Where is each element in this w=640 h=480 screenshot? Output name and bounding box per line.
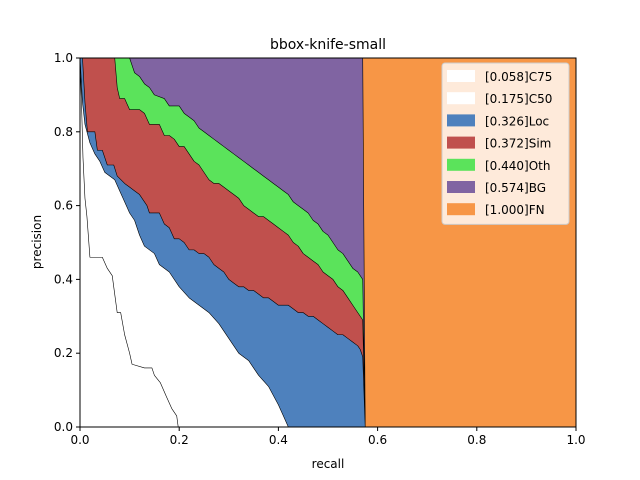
axes: 0.0 0.2 0.4 0.6 0.8 1.0 0.0 0.2 0.4 0.6 0.8 1.0 (54, 51, 586, 447)
legend: [0.058]C75 [0.175]C50 [0.326]Loc [0.372]Sim… (441, 62, 570, 225)
legend-label-bg: [0.574]BG (485, 181, 546, 195)
x-axis-label: recall (312, 457, 345, 471)
y-tick-label: 0.8 (54, 125, 73, 139)
x-tick-label: 0.4 (269, 433, 288, 447)
area-c75 (79, 57, 179, 428)
y-tick-label: 0.0 (54, 420, 73, 434)
y-axis-label: precision (30, 215, 44, 269)
legend-label-c75: [0.058]C75 (485, 70, 552, 84)
x-tick-label: 0.0 (70, 433, 89, 447)
y-tick-label: 1.0 (54, 51, 73, 65)
y-tick-label: 0.2 (54, 346, 73, 360)
legend-label-loc: [0.326]Loc (485, 114, 549, 128)
legend-label-oth: [0.440]Oth (485, 159, 550, 173)
chart-title: bbox-knife-small (270, 37, 386, 53)
x-tick-label: 1.0 (566, 433, 585, 447)
x-tick-label: 0.2 (170, 433, 189, 447)
legend-swatch-fn (447, 203, 475, 216)
x-tick-label: 0.6 (368, 433, 387, 447)
legend-swatch-c50 (447, 92, 475, 105)
legend-swatch-bg (447, 181, 475, 193)
y-tick-label: 0.4 (54, 272, 73, 286)
legend-swatch-loc (447, 114, 475, 127)
legend-label-c50: [0.175]C50 (485, 92, 552, 106)
area-c50 (79, 57, 289, 428)
x-tick-label: 0.8 (467, 433, 486, 447)
legend-swatch-oth (447, 158, 475, 171)
plot-frame (79, 57, 577, 428)
legend-label-fn: [1.000]FN (485, 203, 545, 217)
legend-swatch-sim (447, 136, 475, 149)
legend-swatch-c75 (447, 70, 475, 82)
y-tick-label: 0.6 (54, 199, 73, 213)
legend-label-sim: [0.372]Sim (485, 137, 551, 151)
